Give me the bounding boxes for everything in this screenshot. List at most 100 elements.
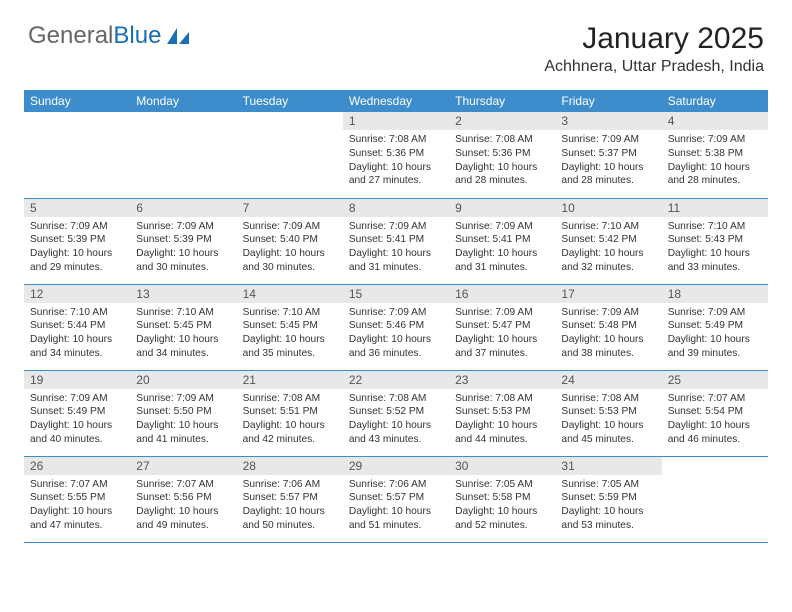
day-details: Sunrise: 7:07 AMSunset: 5:55 PMDaylight:… bbox=[24, 475, 130, 537]
day-number: 25 bbox=[662, 371, 768, 389]
weekday-header: Saturday bbox=[662, 90, 768, 112]
calendar-cell: 28Sunrise: 7:06 AMSunset: 5:57 PMDayligh… bbox=[237, 456, 343, 542]
day-details: Sunrise: 7:08 AMSunset: 5:51 PMDaylight:… bbox=[237, 389, 343, 451]
day-number: 29 bbox=[343, 457, 449, 475]
calendar-cell: 13Sunrise: 7:10 AMSunset: 5:45 PMDayligh… bbox=[130, 284, 236, 370]
day-details: Sunrise: 7:09 AMSunset: 5:40 PMDaylight:… bbox=[237, 217, 343, 279]
day-details: Sunrise: 7:10 AMSunset: 5:44 PMDaylight:… bbox=[24, 303, 130, 365]
calendar-cell: 8Sunrise: 7:09 AMSunset: 5:41 PMDaylight… bbox=[343, 198, 449, 284]
day-number: 21 bbox=[237, 371, 343, 389]
calendar-row: 26Sunrise: 7:07 AMSunset: 5:55 PMDayligh… bbox=[24, 456, 768, 542]
calendar-cell: 21Sunrise: 7:08 AMSunset: 5:51 PMDayligh… bbox=[237, 370, 343, 456]
location: Achhnera, Uttar Pradesh, India bbox=[544, 58, 764, 76]
weekday-header: Wednesday bbox=[343, 90, 449, 112]
calendar-cell: 2Sunrise: 7:08 AMSunset: 5:36 PMDaylight… bbox=[449, 112, 555, 198]
day-number: 14 bbox=[237, 285, 343, 303]
day-details: Sunrise: 7:08 AMSunset: 5:53 PMDaylight:… bbox=[449, 389, 555, 451]
day-number-empty bbox=[662, 457, 768, 475]
calendar-cell: 5Sunrise: 7:09 AMSunset: 5:39 PMDaylight… bbox=[24, 198, 130, 284]
day-details: Sunrise: 7:08 AMSunset: 5:52 PMDaylight:… bbox=[343, 389, 449, 451]
day-number: 3 bbox=[555, 112, 661, 130]
weekday-header: Tuesday bbox=[237, 90, 343, 112]
calendar-cell: 1Sunrise: 7:08 AMSunset: 5:36 PMDaylight… bbox=[343, 112, 449, 198]
day-number: 4 bbox=[662, 112, 768, 130]
day-details: Sunrise: 7:09 AMSunset: 5:41 PMDaylight:… bbox=[343, 217, 449, 279]
day-details: Sunrise: 7:08 AMSunset: 5:36 PMDaylight:… bbox=[449, 130, 555, 192]
calendar-cell: 30Sunrise: 7:05 AMSunset: 5:58 PMDayligh… bbox=[449, 456, 555, 542]
calendar-cell: 4Sunrise: 7:09 AMSunset: 5:38 PMDaylight… bbox=[662, 112, 768, 198]
day-number: 13 bbox=[130, 285, 236, 303]
calendar-cell: 18Sunrise: 7:09 AMSunset: 5:49 PMDayligh… bbox=[662, 284, 768, 370]
day-number: 20 bbox=[130, 371, 236, 389]
day-number: 2 bbox=[449, 112, 555, 130]
day-number-empty bbox=[130, 112, 236, 130]
weekday-header: Monday bbox=[130, 90, 236, 112]
weekday-header-row: SundayMondayTuesdayWednesdayThursdayFrid… bbox=[24, 90, 768, 112]
calendar-cell: 11Sunrise: 7:10 AMSunset: 5:43 PMDayligh… bbox=[662, 198, 768, 284]
day-details: Sunrise: 7:09 AMSunset: 5:47 PMDaylight:… bbox=[449, 303, 555, 365]
day-details: Sunrise: 7:09 AMSunset: 5:37 PMDaylight:… bbox=[555, 130, 661, 192]
day-number: 22 bbox=[343, 371, 449, 389]
day-details: Sunrise: 7:09 AMSunset: 5:39 PMDaylight:… bbox=[130, 217, 236, 279]
calendar-cell: 17Sunrise: 7:09 AMSunset: 5:48 PMDayligh… bbox=[555, 284, 661, 370]
day-details: Sunrise: 7:09 AMSunset: 5:49 PMDaylight:… bbox=[24, 389, 130, 451]
day-details: Sunrise: 7:07 AMSunset: 5:54 PMDaylight:… bbox=[662, 389, 768, 451]
calendar-cell: 16Sunrise: 7:09 AMSunset: 5:47 PMDayligh… bbox=[449, 284, 555, 370]
calendar-cell: 26Sunrise: 7:07 AMSunset: 5:55 PMDayligh… bbox=[24, 456, 130, 542]
logo-text-gray: General bbox=[28, 22, 113, 50]
calendar-cell bbox=[662, 456, 768, 542]
calendar-cell bbox=[24, 112, 130, 198]
calendar-body: 1Sunrise: 7:08 AMSunset: 5:36 PMDaylight… bbox=[24, 112, 768, 542]
day-details: Sunrise: 7:08 AMSunset: 5:53 PMDaylight:… bbox=[555, 389, 661, 451]
weekday-header: Sunday bbox=[24, 90, 130, 112]
calendar-cell: 15Sunrise: 7:09 AMSunset: 5:46 PMDayligh… bbox=[343, 284, 449, 370]
calendar-cell: 19Sunrise: 7:09 AMSunset: 5:49 PMDayligh… bbox=[24, 370, 130, 456]
day-details: Sunrise: 7:10 AMSunset: 5:42 PMDaylight:… bbox=[555, 217, 661, 279]
day-number: 7 bbox=[237, 199, 343, 217]
day-number-empty bbox=[24, 112, 130, 130]
calendar-cell: 10Sunrise: 7:10 AMSunset: 5:42 PMDayligh… bbox=[555, 198, 661, 284]
day-number: 28 bbox=[237, 457, 343, 475]
calendar-cell: 6Sunrise: 7:09 AMSunset: 5:39 PMDaylight… bbox=[130, 198, 236, 284]
day-number: 23 bbox=[449, 371, 555, 389]
weekday-header: Friday bbox=[555, 90, 661, 112]
calendar-cell: 27Sunrise: 7:07 AMSunset: 5:56 PMDayligh… bbox=[130, 456, 236, 542]
calendar-cell: 14Sunrise: 7:10 AMSunset: 5:45 PMDayligh… bbox=[237, 284, 343, 370]
weekday-header: Thursday bbox=[449, 90, 555, 112]
logo: GeneralBlue bbox=[28, 22, 191, 50]
day-details: Sunrise: 7:08 AMSunset: 5:36 PMDaylight:… bbox=[343, 130, 449, 192]
day-details: Sunrise: 7:10 AMSunset: 5:45 PMDaylight:… bbox=[237, 303, 343, 365]
calendar-cell: 29Sunrise: 7:06 AMSunset: 5:57 PMDayligh… bbox=[343, 456, 449, 542]
calendar-cell: 25Sunrise: 7:07 AMSunset: 5:54 PMDayligh… bbox=[662, 370, 768, 456]
calendar-row: 12Sunrise: 7:10 AMSunset: 5:44 PMDayligh… bbox=[24, 284, 768, 370]
title-block: January 2025 Achhnera, Uttar Pradesh, In… bbox=[544, 22, 764, 76]
header: GeneralBlue January 2025 Achhnera, Uttar… bbox=[0, 0, 792, 84]
day-number: 6 bbox=[130, 199, 236, 217]
calendar-cell: 24Sunrise: 7:08 AMSunset: 5:53 PMDayligh… bbox=[555, 370, 661, 456]
day-number: 15 bbox=[343, 285, 449, 303]
day-details: Sunrise: 7:07 AMSunset: 5:56 PMDaylight:… bbox=[130, 475, 236, 537]
day-details: Sunrise: 7:10 AMSunset: 5:43 PMDaylight:… bbox=[662, 217, 768, 279]
calendar-cell: 3Sunrise: 7:09 AMSunset: 5:37 PMDaylight… bbox=[555, 112, 661, 198]
calendar-row: 5Sunrise: 7:09 AMSunset: 5:39 PMDaylight… bbox=[24, 198, 768, 284]
day-details: Sunrise: 7:09 AMSunset: 5:46 PMDaylight:… bbox=[343, 303, 449, 365]
calendar-cell: 31Sunrise: 7:05 AMSunset: 5:59 PMDayligh… bbox=[555, 456, 661, 542]
calendar-cell: 9Sunrise: 7:09 AMSunset: 5:41 PMDaylight… bbox=[449, 198, 555, 284]
day-details: Sunrise: 7:09 AMSunset: 5:39 PMDaylight:… bbox=[24, 217, 130, 279]
day-number: 26 bbox=[24, 457, 130, 475]
day-details: Sunrise: 7:09 AMSunset: 5:50 PMDaylight:… bbox=[130, 389, 236, 451]
day-details: Sunrise: 7:06 AMSunset: 5:57 PMDaylight:… bbox=[343, 475, 449, 537]
logo-sail-icon bbox=[165, 26, 191, 46]
day-details: Sunrise: 7:05 AMSunset: 5:58 PMDaylight:… bbox=[449, 475, 555, 537]
day-details: Sunrise: 7:05 AMSunset: 5:59 PMDaylight:… bbox=[555, 475, 661, 537]
day-details: Sunrise: 7:06 AMSunset: 5:57 PMDaylight:… bbox=[237, 475, 343, 537]
day-number: 16 bbox=[449, 285, 555, 303]
day-number: 24 bbox=[555, 371, 661, 389]
day-number: 8 bbox=[343, 199, 449, 217]
calendar-cell: 20Sunrise: 7:09 AMSunset: 5:50 PMDayligh… bbox=[130, 370, 236, 456]
day-details: Sunrise: 7:09 AMSunset: 5:41 PMDaylight:… bbox=[449, 217, 555, 279]
month-title: January 2025 bbox=[544, 22, 764, 56]
calendar-row: 1Sunrise: 7:08 AMSunset: 5:36 PMDaylight… bbox=[24, 112, 768, 198]
day-details: Sunrise: 7:10 AMSunset: 5:45 PMDaylight:… bbox=[130, 303, 236, 365]
day-number: 5 bbox=[24, 199, 130, 217]
